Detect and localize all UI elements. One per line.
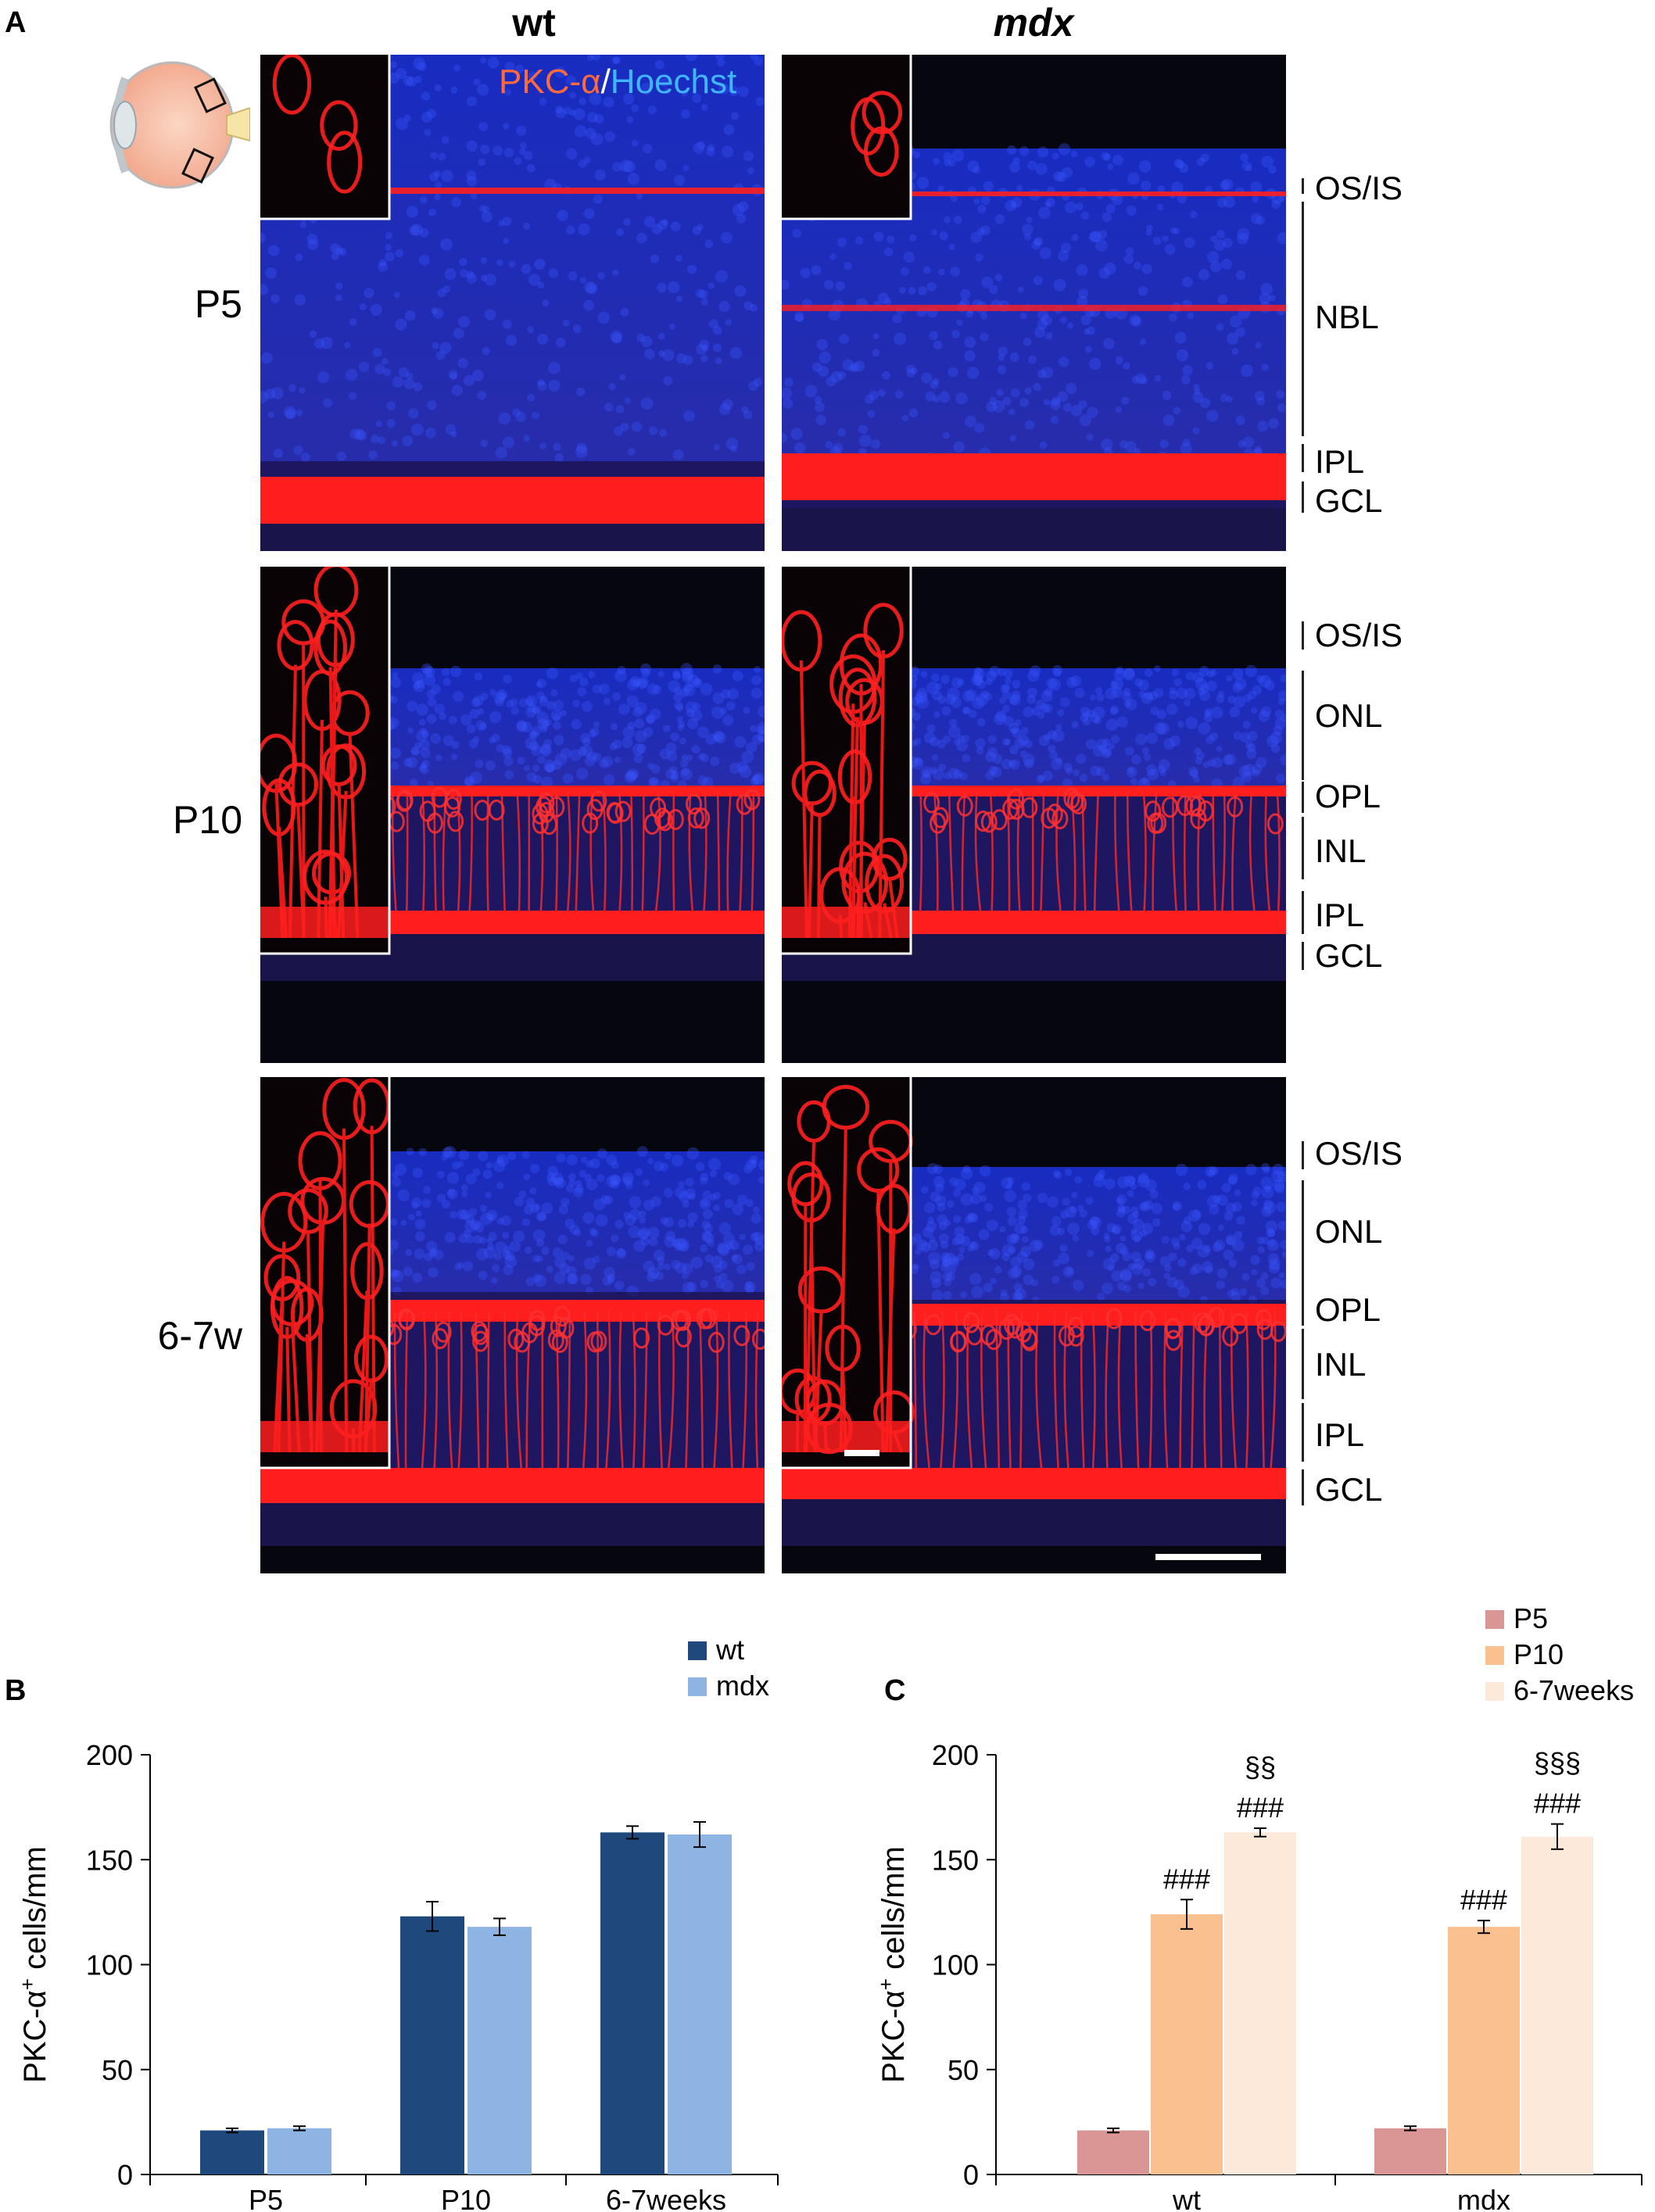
- bar-P5-wt: [1077, 2130, 1149, 2174]
- row-label-6-7w: 6-7w: [157, 1314, 242, 1358]
- layer-label-os-is: OS/IS: [1315, 617, 1403, 653]
- significance-annotation: §§§: [1534, 1747, 1581, 1779]
- layer-label-gcl: GCL: [1315, 482, 1383, 519]
- column-title-wt: wt: [512, 1, 556, 45]
- bar-mdx-P10: [467, 1927, 532, 2174]
- layer-bracket: [1302, 444, 1304, 472]
- legend-label-P5: P5: [1514, 1602, 1548, 1634]
- layer-label-nbl: NBL: [1315, 299, 1379, 335]
- layer-label-os-is: OS/IS: [1315, 1135, 1403, 1172]
- layer-label-onl: ONL: [1315, 1213, 1383, 1250]
- category-label-6-7weeks: 6-7weeks: [606, 2184, 726, 2212]
- y-tick-label: 100: [932, 1949, 979, 1981]
- legend-swatch-mdx: [688, 1677, 707, 1696]
- row-label-p10: P10: [173, 798, 242, 842]
- y-tick-label: 150: [932, 1844, 979, 1876]
- legend-label-mdx: mdx: [716, 1670, 769, 1702]
- eye-diagram-icon: [109, 61, 250, 189]
- micrograph-wt-p5: [260, 55, 765, 551]
- category-label-mdx: mdx: [1457, 2184, 1510, 2212]
- y-tick-label: 200: [86, 1739, 133, 1771]
- layer-label-inl: INL: [1315, 832, 1367, 869]
- y-axis-label: PKC-α+ cells/mm: [874, 1846, 911, 2083]
- layer-label-ipl: IPL: [1315, 443, 1365, 480]
- bar-P10-mdx: [1448, 1927, 1520, 2174]
- layer-bracket: [1302, 1403, 1304, 1462]
- layer-label-inl: INL: [1315, 1346, 1367, 1383]
- legend-swatch-P10: [1485, 1646, 1504, 1665]
- significance-annotation: ###: [1534, 1788, 1581, 1820]
- category-label-P10: P10: [441, 2184, 491, 2212]
- legend-label-wt: wt: [715, 1634, 744, 1666]
- micrograph-wt-adult: [260, 1077, 765, 1573]
- y-tick-label: 200: [932, 1739, 979, 1771]
- bar-mdx-6-7weeks: [668, 1834, 732, 2174]
- legend-label-P10: P10: [1514, 1638, 1564, 1670]
- y-tick-label: 0: [117, 2159, 133, 2191]
- y-tick-label: 100: [86, 1949, 133, 1981]
- layer-bracket: [1302, 782, 1304, 813]
- panel-a-letter: A: [5, 6, 27, 39]
- significance-annotation: ###: [1460, 1884, 1507, 1916]
- bar-wt-P5: [200, 2130, 264, 2174]
- chart-b: 0 50 100 150 200 PKC-α+ cells/mm P5 P10 6-7weeks…: [16, 1634, 779, 2212]
- micrograph-mdx-adult: [782, 1077, 1286, 1573]
- layer-label-opl: OPL: [1315, 1291, 1381, 1328]
- layer-bracket: [1302, 481, 1304, 513]
- category-label-wt: wt: [1172, 2184, 1201, 2212]
- stain-label-separator: /: [600, 63, 611, 101]
- panel-b-letter: B: [5, 1674, 27, 1707]
- significance-annotation: §§: [1245, 1751, 1276, 1783]
- significance-annotation: ###: [1163, 1863, 1210, 1895]
- stain-label: PKC-α/Hoechst: [499, 63, 736, 102]
- layer-bracket: [1302, 817, 1304, 879]
- layer-bracket: [1302, 1180, 1304, 1297]
- y-axis-label: PKC-α+ cells/mm: [16, 1846, 52, 2083]
- y-tick-label: 150: [86, 1844, 133, 1876]
- layer-label-os-is: OS/IS: [1315, 170, 1403, 206]
- row-label-p5: P5: [194, 282, 242, 326]
- y-tick-label: 50: [948, 2054, 979, 2086]
- bar-6-7weeks-mdx: [1521, 1836, 1593, 2174]
- layer-label-onl: ONL: [1315, 697, 1383, 734]
- layer-label-opl: OPL: [1315, 778, 1381, 814]
- layer-label-ipl: IPL: [1315, 1416, 1365, 1453]
- legend-swatch-6-7weeks: [1485, 1682, 1504, 1701]
- stain-label-pkc: PKC-α: [499, 63, 601, 101]
- layer-bracket: [1302, 1297, 1304, 1326]
- layer-bracket: [1302, 1141, 1304, 1169]
- layer-label-gcl: GCL: [1315, 1471, 1383, 1508]
- legend-label-6-7weeks: 6-7weeks: [1514, 1674, 1634, 1706]
- micrograph-wt-p10: [260, 567, 765, 1063]
- layer-bracket: [1302, 1329, 1304, 1399]
- significance-annotation: ###: [1237, 1791, 1284, 1824]
- y-tick-label: 50: [102, 2054, 133, 2086]
- micrograph-mdx-p10: [782, 567, 1286, 1063]
- layer-label-gcl: GCL: [1315, 937, 1383, 974]
- category-label-P5: P5: [249, 2184, 283, 2212]
- bar-wt-P10: [400, 1916, 464, 2174]
- layer-bracket: [1302, 942, 1304, 970]
- bar-mdx-P5: [267, 2128, 331, 2174]
- layer-bracket: [1302, 178, 1304, 194]
- layer-label-ipl: IPL: [1315, 897, 1365, 933]
- column-title-mdx: mdx: [993, 1, 1074, 45]
- stain-label-hoechst: Hoechst: [610, 63, 737, 101]
- panel-c-letter: C: [884, 1674, 906, 1707]
- bar-6-7weeks-wt: [1224, 1832, 1296, 2174]
- bar-wt-6-7weeks: [600, 1832, 665, 2174]
- legend-swatch-P5: [1485, 1610, 1504, 1629]
- y-tick-label: 0: [963, 2159, 979, 2191]
- chart-c: 0 50 100 150 200 PKC-α+ cells/mm wt mdx ### ### §§…: [874, 1602, 1642, 2212]
- layer-bracket: [1302, 1469, 1304, 1505]
- micrograph-mdx-p5: [782, 55, 1286, 551]
- layer-bracket: [1302, 891, 1304, 934]
- layer-bracket: [1302, 671, 1304, 780]
- bar-P5-mdx: [1374, 2128, 1446, 2174]
- layer-bracket: [1302, 621, 1304, 650]
- legend-swatch-wt: [688, 1641, 707, 1660]
- bar-P10-wt: [1151, 1914, 1223, 2174]
- layer-bracket: [1302, 202, 1304, 436]
